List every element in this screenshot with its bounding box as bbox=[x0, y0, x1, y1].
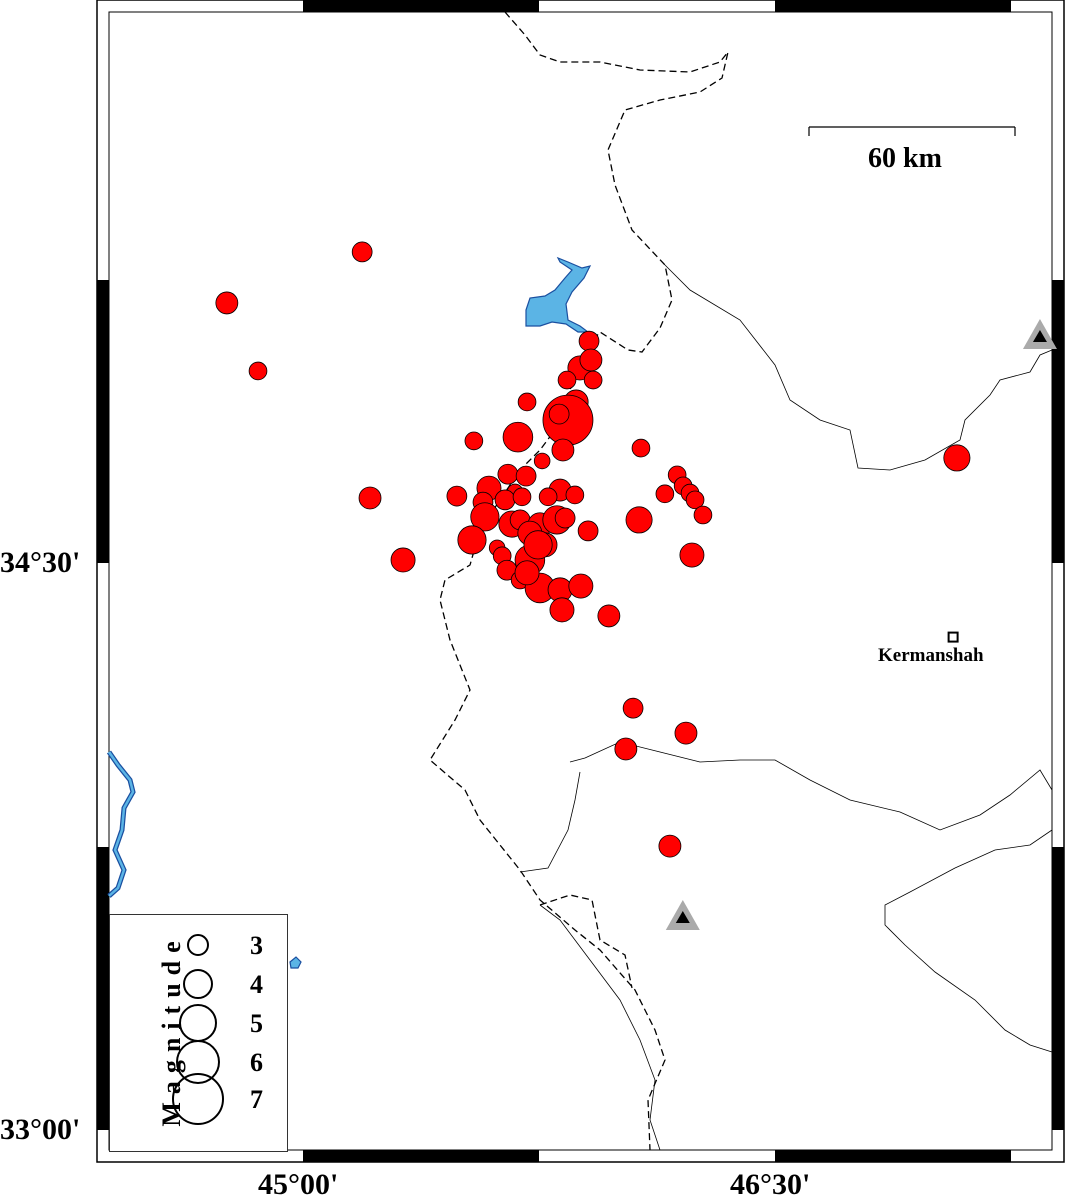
earthquake-event bbox=[622, 697, 644, 719]
x-tick-label: 46°30' bbox=[730, 1168, 811, 1201]
earthquake-event bbox=[597, 604, 621, 628]
legend-circle-6 bbox=[176, 1040, 220, 1084]
earthquake-event bbox=[578, 330, 600, 352]
earthquake-event bbox=[494, 489, 516, 511]
earthquake-event bbox=[470, 502, 500, 532]
legend-circle-7 bbox=[172, 1073, 224, 1125]
water-bodies bbox=[106, 256, 592, 969]
river bbox=[107, 751, 135, 897]
scale-bar-label: 60 km bbox=[868, 143, 942, 174]
legend-circle-5 bbox=[179, 1004, 217, 1042]
pond bbox=[289, 956, 302, 969]
earthquake-event bbox=[943, 444, 971, 472]
city-label: Kermanshah bbox=[878, 645, 984, 666]
earthquake-event bbox=[583, 370, 603, 390]
earthquake-event bbox=[655, 484, 675, 504]
earthquake-event bbox=[358, 486, 382, 510]
legend-label: 5 bbox=[250, 1009, 263, 1038]
earthquake-event bbox=[554, 507, 576, 529]
earthquake-event bbox=[658, 834, 682, 858]
station-triangle-icon bbox=[665, 899, 700, 930]
station-triangle-icon bbox=[1022, 318, 1057, 349]
scale-bar bbox=[808, 126, 1016, 136]
earthquake-event bbox=[631, 438, 651, 458]
legend-label: 4 bbox=[250, 970, 263, 999]
earthquake-event bbox=[514, 560, 540, 586]
earthquake-event bbox=[548, 403, 570, 425]
earthquake-event bbox=[542, 394, 594, 446]
earthquake-event bbox=[248, 361, 268, 381]
earthquake-event bbox=[565, 485, 585, 505]
earthquake-event bbox=[685, 490, 705, 510]
earthquake-event bbox=[614, 737, 638, 761]
earthquake-event bbox=[512, 487, 532, 507]
earthquake-event bbox=[693, 505, 713, 525]
earthquake-event bbox=[502, 421, 534, 453]
city-marker bbox=[947, 631, 959, 643]
legend-label: 3 bbox=[250, 931, 263, 960]
earthquake-event bbox=[497, 463, 519, 485]
earthquake-event bbox=[568, 573, 594, 599]
earthquake-event bbox=[625, 506, 653, 534]
earthquake-event bbox=[549, 597, 575, 623]
seismic-stations bbox=[665, 318, 1057, 930]
earthquake-event bbox=[457, 525, 487, 555]
legend-circle-4 bbox=[183, 969, 213, 999]
country-border bbox=[429, 11, 729, 1151]
earthquake-event bbox=[551, 438, 575, 462]
earthquake-event bbox=[351, 241, 373, 263]
earthquake-event bbox=[538, 487, 558, 507]
earthquake-event bbox=[533, 452, 551, 470]
legend-label: 6 bbox=[250, 1048, 263, 1077]
earthquake-event bbox=[523, 530, 553, 560]
earthquake-event bbox=[679, 542, 705, 568]
earthquake-event bbox=[674, 721, 698, 745]
legend-label: 7 bbox=[250, 1085, 263, 1114]
earthquake-event bbox=[517, 392, 537, 412]
earthquake-event bbox=[464, 431, 484, 451]
x-tick-label: 45°00' bbox=[258, 1168, 339, 1201]
legend-symbols bbox=[172, 934, 224, 1125]
y-tick-label: 34°30' bbox=[0, 546, 81, 579]
y-tick-label: 33°00' bbox=[0, 1113, 81, 1146]
lake bbox=[525, 256, 592, 333]
earthquake-events bbox=[215, 241, 971, 858]
earthquake-event bbox=[577, 520, 599, 542]
earthquake-event bbox=[390, 547, 416, 573]
earthquake-event bbox=[215, 291, 239, 315]
earthquake-event bbox=[515, 465, 537, 487]
magnitude-legend: Magnitude 3 4 5 6 7 bbox=[109, 914, 288, 1152]
earthquake-event bbox=[446, 485, 468, 507]
earthquake-event bbox=[579, 348, 603, 372]
legend-circle-3 bbox=[187, 934, 209, 956]
earthquake-event bbox=[557, 370, 577, 390]
